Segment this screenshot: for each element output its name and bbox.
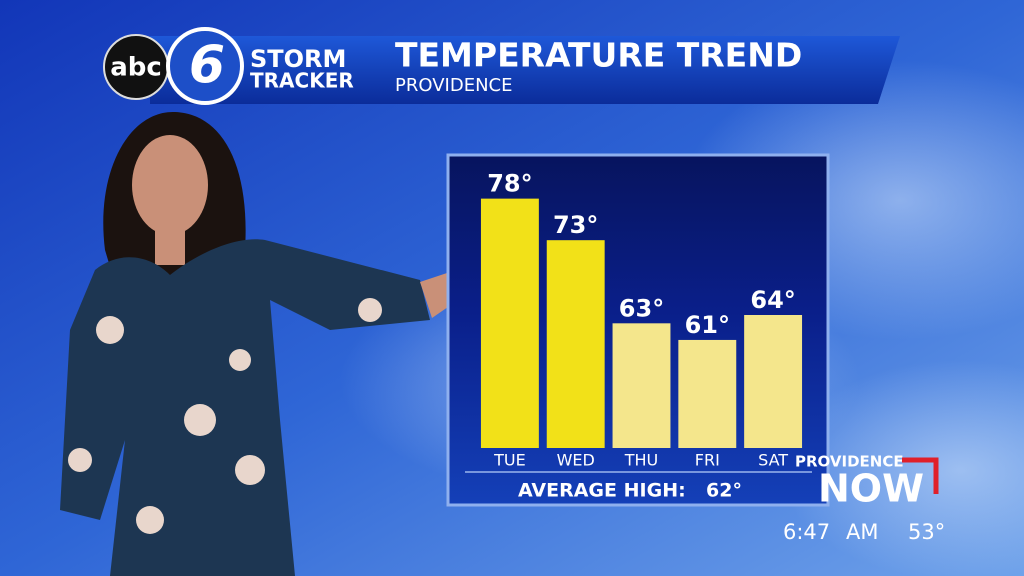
bug-temperature: 53° (908, 520, 945, 544)
value-label: 78° (487, 170, 532, 198)
cloud (780, 360, 1024, 576)
bug-station: PROVIDENCE (795, 453, 904, 471)
header-banner (150, 36, 900, 104)
logo-line1: STORM (250, 45, 346, 73)
bug-brand: NOW (818, 467, 924, 511)
x-tick-label: TUE (493, 451, 526, 470)
bar (612, 323, 671, 448)
logo-network: abc (110, 53, 162, 83)
x-tick-label: FRI (695, 451, 720, 470)
average-label: AVERAGE HIGH: (518, 480, 686, 502)
x-tick-label: SAT (758, 451, 788, 470)
bar (480, 198, 539, 448)
title: TEMPERATURE TREND (395, 36, 802, 75)
bars: TUE 78° WED 73° THU 63° FRI 61° SAT 64° (480, 170, 803, 470)
value-label: 64° (750, 286, 795, 314)
bug-ampm: AM (846, 520, 878, 544)
logo-line2: TRACKER (250, 69, 354, 93)
channel-logo (166, 27, 244, 105)
subtitle: PROVIDENCE (395, 75, 512, 96)
bug-time: 6:47 (783, 520, 830, 544)
x-tick-label: THU (624, 451, 659, 470)
value-label: 73° (553, 211, 598, 239)
bar (678, 339, 737, 448)
value-label: 61° (685, 311, 730, 339)
bug-bracket (902, 457, 939, 494)
bar (744, 315, 803, 448)
logo-channel: 6 (189, 35, 225, 95)
x-tick-label: WED (557, 451, 595, 470)
average-value: 62° (706, 480, 742, 502)
value-label: 63° (619, 294, 664, 322)
bar (546, 240, 605, 448)
presenter (60, 111, 490, 576)
